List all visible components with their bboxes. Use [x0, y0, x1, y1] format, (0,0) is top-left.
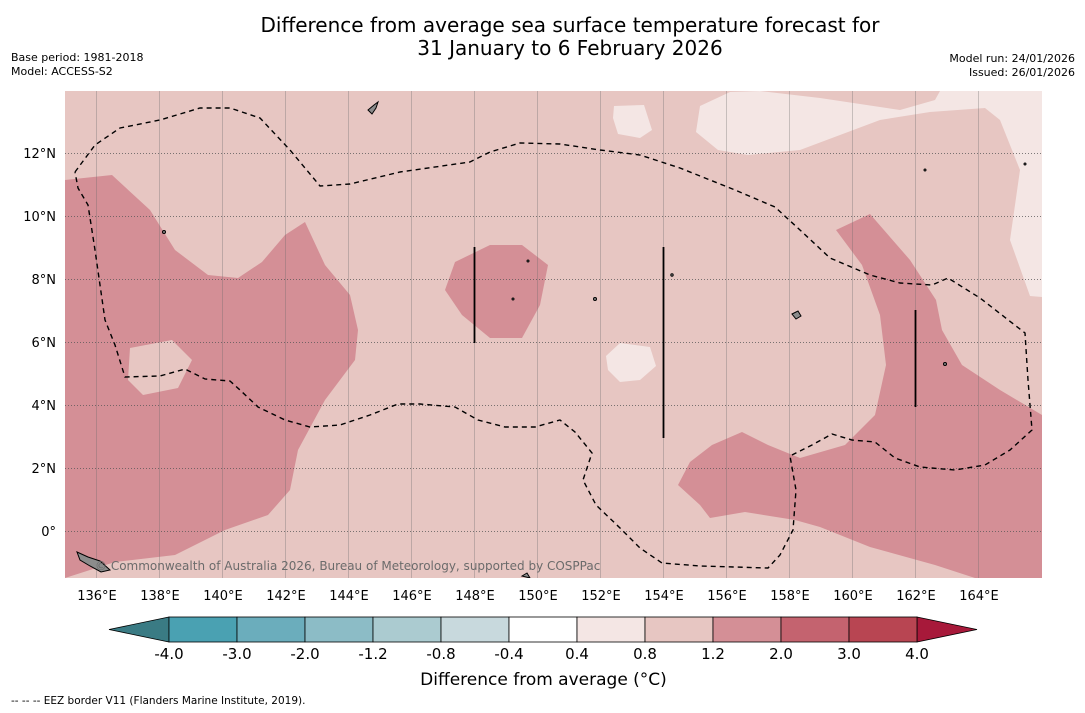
island — [1023, 162, 1027, 166]
lon-label: 150°E — [518, 589, 558, 604]
colorbar-segment — [440, 616, 510, 643]
colorbar-tick-label: -3.0 — [222, 645, 251, 663]
island — [593, 297, 597, 301]
colorbar-tick-label: 2.0 — [769, 645, 793, 663]
colorbar-tick-label: 1.2 — [701, 645, 725, 663]
colorbar-tick-label: -4.0 — [154, 645, 183, 663]
island-pohnpei — [791, 310, 802, 320]
colorbar-under-arrow — [108, 616, 170, 643]
longitude-labels: 136°E 138°E 140°E 142°E 144°E 146°E 148°… — [77, 589, 999, 604]
anomaly-region-1.2-2.0-east — [678, 214, 1042, 578]
colorbar-segment — [848, 616, 918, 643]
colorbar-tick-label: 0.8 — [633, 645, 657, 663]
lon-label: 152°E — [581, 589, 621, 604]
lat-label: 12°N — [23, 147, 56, 162]
lat-label: 2°N — [32, 462, 57, 477]
island-halmahera — [76, 551, 112, 573]
island-manus — [520, 572, 531, 578]
colorbar-segment — [372, 616, 442, 643]
meta-left: Base period: 1981-2018 Model: ACCESS-S2 — [11, 51, 143, 79]
lon-label: 156°E — [707, 589, 747, 604]
island — [511, 297, 515, 301]
title-line-1: Difference from average sea surface temp… — [260, 13, 880, 37]
islands — [76, 100, 1027, 578]
colorbar-segment — [780, 616, 850, 643]
island — [943, 362, 947, 366]
lon-label: 154°E — [644, 589, 684, 604]
colorbar-tick-label: 3.0 — [837, 645, 861, 663]
lat-label: 4°N — [32, 399, 57, 414]
eez-footnote: -- -- -- EEZ border V11 (Flanders Marine… — [11, 695, 306, 707]
eez-solid-lines — [473, 247, 917, 438]
map-area: © Commonwealth of Australia 2026, Bureau… — [65, 91, 1042, 578]
base-period: Base period: 1981-2018 — [11, 51, 144, 64]
colorbar-segment — [508, 616, 578, 643]
lat-label: 0° — [41, 525, 56, 540]
lon-label: 142°E — [266, 589, 306, 604]
colorbar-segment — [576, 616, 646, 643]
colorbar-title: Difference from average (°C) — [420, 670, 667, 690]
lon-label: 162°E — [896, 589, 936, 604]
lat-label: 10°N — [23, 210, 56, 225]
map-title: Difference from average sea surface temp… — [0, 14, 1085, 60]
colorbar: -4.0 -3.0 -2.0 -1.2 -0.8 -0.4 0.4 0.8 1.2 2.0 3.0 4… — [108, 616, 978, 663]
colorbar-segment — [168, 616, 238, 643]
colorbar-segment — [236, 616, 306, 643]
anomaly-region-0.4-0.8 — [613, 105, 652, 138]
model-name: Model: ACCESS-S2 — [11, 65, 113, 78]
lon-label: 140°E — [203, 589, 243, 604]
anomaly-region-0.4-0.8 — [606, 343, 656, 382]
lon-label: 164°E — [959, 589, 999, 604]
meta-right: Model run: 24/01/2026 Issued: 26/01/2026 — [949, 52, 1075, 80]
lon-label: 148°E — [455, 589, 495, 604]
colorbar-segment — [304, 616, 374, 643]
colorbar-segment — [644, 616, 714, 643]
graticule-lat — [65, 153, 1042, 532]
lon-label: 158°E — [770, 589, 810, 604]
anomaly-region-1.2-2.0-west — [65, 175, 358, 578]
lon-label: 138°E — [140, 589, 180, 604]
island — [162, 230, 166, 234]
colorbar-tick-label: 0.4 — [565, 645, 589, 663]
lat-label: 6°N — [32, 336, 57, 351]
colorbar-tick-label: -0.8 — [426, 645, 455, 663]
anomaly-region-1.2-2.0-central — [445, 245, 548, 338]
lon-label: 144°E — [329, 589, 369, 604]
anomaly-region-0.4-0.8 — [696, 91, 1042, 297]
island — [923, 168, 927, 172]
colorbar-tick-label: -0.4 — [494, 645, 523, 663]
colorbar-segment — [712, 616, 782, 643]
colorbar-tick-label: -2.0 — [290, 645, 319, 663]
colorbar-tick-label: 4.0 — [905, 645, 929, 663]
lon-label: 146°E — [392, 589, 432, 604]
colorbar-over-arrow — [916, 616, 978, 643]
copyright-text: © Commonwealth of Australia 2026, Bureau… — [95, 559, 600, 573]
lon-label: 136°E — [77, 589, 117, 604]
model-run: Model run: 24/01/2026 — [949, 52, 1075, 65]
lat-label: 8°N — [32, 273, 57, 288]
issued-date: Issued: 26/01/2026 — [968, 66, 1075, 79]
latitude-labels: 12°N 10°N 8°N 6°N 4°N 2°N 0° — [23, 147, 56, 540]
colorbar-tick-label: -1.2 — [358, 645, 387, 663]
island — [670, 273, 674, 277]
island — [526, 259, 530, 263]
island-palau-north — [367, 100, 379, 115]
title-line-2: 31 January to 6 February 2026 — [417, 36, 723, 60]
lon-label: 160°E — [833, 589, 873, 604]
eez-borders — [74, 107, 1033, 569]
